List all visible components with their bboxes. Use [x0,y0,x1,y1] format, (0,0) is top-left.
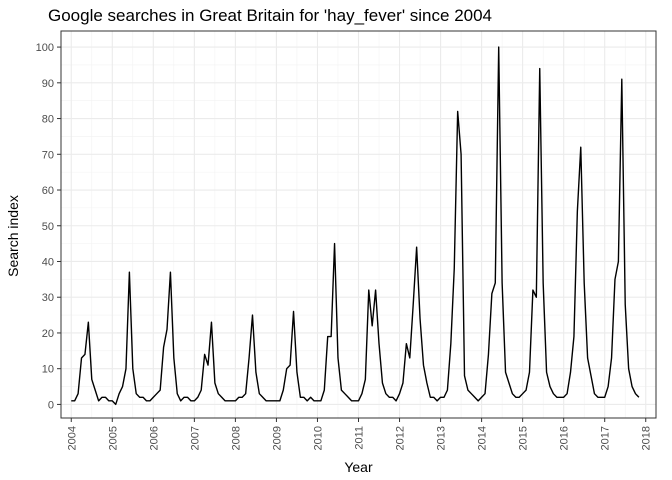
x-tick-label: 2015 [518,426,530,450]
y-tick-label: 80 [42,114,54,126]
major-gridlines [61,31,656,418]
y-tick-label: 60 [42,185,54,197]
series-line-0 [71,46,640,406]
chart-title: Google searches in Great Britain for 'ha… [48,6,492,25]
y-axis-title: Search index [5,195,21,277]
y-tick-label: 100 [36,42,54,54]
x-axis: 2004 2005 2006 2007 2008 2009 2010 2011 2012 2013… [66,418,653,450]
y-tick-label: 90 [42,78,54,90]
x-tick-label: 2013 [436,426,448,450]
x-tick-label: 2005 [107,426,119,450]
x-tick-label: 2006 [148,426,160,450]
y-tick-label: 10 [42,364,54,376]
x-tick-label: 2016 [559,426,571,450]
x-tick-label: 2009 [271,426,283,450]
x-tick-label: 2018 [641,426,653,450]
x-tick-label: 2011 [354,426,366,450]
y-tick-label: 50 [42,221,54,233]
x-tick-label: 2007 [189,426,201,450]
x-axis-title: Year [344,459,373,475]
series-layer [71,46,640,406]
y-tick-label: 40 [42,256,54,268]
y-tick-label: 30 [42,292,54,304]
x-tick-label: 2014 [477,426,489,450]
y-tick-label: 70 [42,149,54,161]
x-tick-label: 2004 [66,426,78,450]
y-tick-label: 20 [42,328,54,340]
y-axis: 0 10 20 30 40 50 60 70 80 90 100 [36,42,61,411]
x-tick-label: 2008 [230,426,242,450]
x-tick-label: 2017 [600,426,612,450]
y-tick-label: 0 [48,399,54,411]
x-tick-label: 2012 [395,426,407,450]
x-tick-label: 2010 [312,426,324,450]
